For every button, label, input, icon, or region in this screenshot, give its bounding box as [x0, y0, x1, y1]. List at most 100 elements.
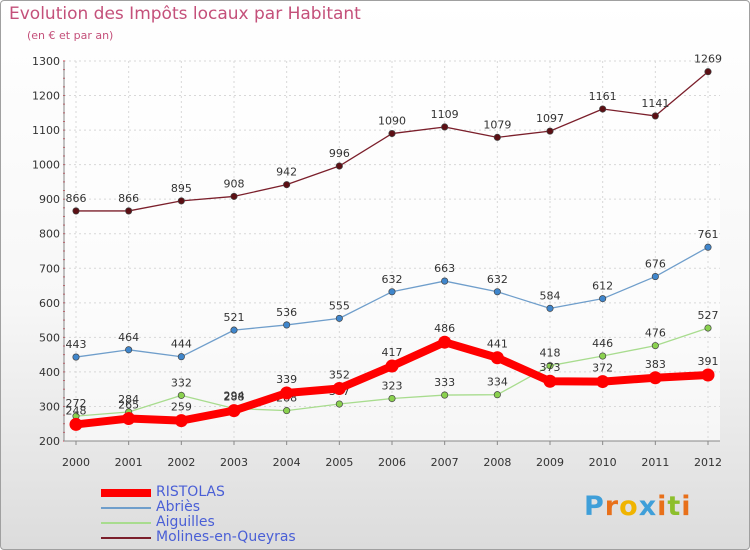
- data-point-abries: [125, 346, 133, 354]
- data-point-abries: [704, 243, 712, 251]
- data-point-ristolas: [122, 412, 136, 426]
- data-label-ristolas: 383: [645, 358, 666, 371]
- data-point-aiguilles: [546, 362, 554, 370]
- data-label-ristolas: 259: [171, 401, 192, 414]
- data-label-abries: 663: [434, 262, 455, 275]
- data-point-molines-en-queyras: [125, 207, 133, 215]
- data-label-ristolas: 441: [487, 338, 508, 351]
- data-point-ristolas: [332, 381, 346, 395]
- logo-letter: x: [638, 491, 658, 522]
- y-tick-label: 600: [39, 297, 60, 310]
- legend-label-aiguilles: Aiguilles: [156, 514, 215, 530]
- y-tick-label: 200: [39, 435, 60, 448]
- data-label-abries: 443: [66, 338, 87, 351]
- x-tick-label: 2008: [483, 456, 511, 469]
- logo-letter: t: [667, 491, 682, 522]
- data-point-aiguilles: [177, 391, 185, 399]
- x-tick-label: 2001: [115, 456, 143, 469]
- legend: RISTOLAS Abriès Aiguilles Molines-en-Que…: [101, 484, 361, 545]
- data-point-molines-en-queyras: [177, 197, 185, 205]
- x-tick-label: 2000: [62, 456, 90, 469]
- logo-letter: i: [657, 491, 668, 522]
- data-label-ristolas: 248: [66, 404, 87, 417]
- data-point-ristolas: [701, 368, 715, 382]
- data-label-abries: 612: [592, 280, 613, 293]
- data-point-molines-en-queyras: [441, 123, 449, 131]
- data-label-aiguilles: 446: [592, 337, 613, 350]
- legend-label-abries: Abriès: [156, 499, 201, 515]
- data-point-aiguilles: [599, 352, 607, 360]
- data-label-abries: 632: [382, 273, 403, 286]
- data-label-molines-en-queyras: 1090: [378, 115, 406, 128]
- data-label-abries: 676: [645, 258, 666, 271]
- data-point-abries: [651, 273, 659, 281]
- legend-item-molines: Molines-en-Queyras: [101, 529, 361, 545]
- legend-label-ristolas: RISTOLAS: [156, 484, 225, 500]
- x-tick-label: 2002: [167, 456, 195, 469]
- data-label-ristolas: 339: [276, 373, 297, 386]
- data-label-aiguilles: 476: [645, 327, 666, 340]
- data-point-abries: [335, 314, 343, 322]
- data-label-ristolas: 486: [434, 322, 455, 335]
- legend-swatch-abries: [101, 506, 151, 509]
- data-label-ristolas: 265: [118, 399, 139, 412]
- data-label-molines-en-queyras: 942: [276, 166, 297, 179]
- data-point-aiguilles: [651, 342, 659, 350]
- x-tick-label: 2006: [378, 456, 406, 469]
- x-tick-label: 2003: [220, 456, 248, 469]
- data-point-abries: [546, 304, 554, 312]
- data-label-aiguilles: 333: [434, 376, 455, 389]
- data-point-ristolas: [227, 404, 241, 418]
- data-point-molines-en-queyras: [230, 192, 238, 200]
- x-tick-label: 2010: [589, 456, 617, 469]
- y-tick-label: 1000: [32, 159, 60, 172]
- legend-item-abries: Abriès: [101, 499, 361, 515]
- x-tick-label: 2011: [641, 456, 669, 469]
- data-point-abries: [441, 277, 449, 285]
- data-point-molines-en-queyras: [335, 162, 343, 170]
- data-label-ristolas: 391: [698, 355, 719, 368]
- x-tick-label: 2007: [431, 456, 459, 469]
- data-label-aiguilles: 272: [66, 397, 87, 410]
- data-point-aiguilles: [335, 400, 343, 408]
- data-point-ristolas: [648, 371, 662, 385]
- data-label-ristolas: 352: [329, 368, 350, 381]
- y-tick-label: 800: [39, 228, 60, 241]
- legend-item-ristolas: RISTOLAS: [101, 484, 361, 500]
- data-label-ristolas: 417: [382, 346, 403, 359]
- data-point-abries: [177, 353, 185, 361]
- data-point-molines-en-queyras: [599, 105, 607, 113]
- data-point-aiguilles: [283, 407, 291, 415]
- legend-swatch-molines: [101, 536, 151, 539]
- data-label-molines-en-queyras: 866: [66, 192, 87, 205]
- data-point-ristolas: [174, 414, 188, 428]
- x-tick-label: 2004: [273, 456, 301, 469]
- data-point-aiguilles: [493, 391, 501, 399]
- data-label-molines-en-queyras: 895: [171, 182, 192, 195]
- data-label-molines-en-queyras: 1079: [483, 118, 511, 131]
- data-point-ristolas: [280, 386, 294, 400]
- data-label-molines-en-queyras: 1161: [589, 90, 617, 103]
- y-tick-label: 400: [39, 366, 60, 379]
- data-point-molines-en-queyras: [651, 112, 659, 120]
- legend-swatch-ristolas: [101, 488, 151, 497]
- logo-letter: i: [681, 491, 692, 522]
- data-point-ristolas: [438, 335, 452, 349]
- data-label-abries: 632: [487, 273, 508, 286]
- data-label-aiguilles: 332: [171, 376, 192, 389]
- data-point-ristolas: [385, 359, 399, 373]
- data-point-abries: [283, 321, 291, 329]
- data-label-ristolas: 288: [224, 391, 245, 404]
- data-point-ristolas: [69, 417, 83, 431]
- data-label-aiguilles: 334: [487, 376, 508, 389]
- data-point-aiguilles: [388, 394, 396, 403]
- data-label-abries: 444: [171, 338, 192, 351]
- y-tick-label: 300: [39, 400, 60, 413]
- logo-letter: o: [619, 491, 639, 522]
- proxiti-logo: Proxiti: [584, 491, 692, 522]
- data-point-molines-en-queyras: [546, 127, 554, 135]
- data-label-ristolas: 373: [540, 361, 561, 374]
- y-tick-label: 500: [39, 331, 60, 344]
- data-point-abries: [388, 288, 396, 296]
